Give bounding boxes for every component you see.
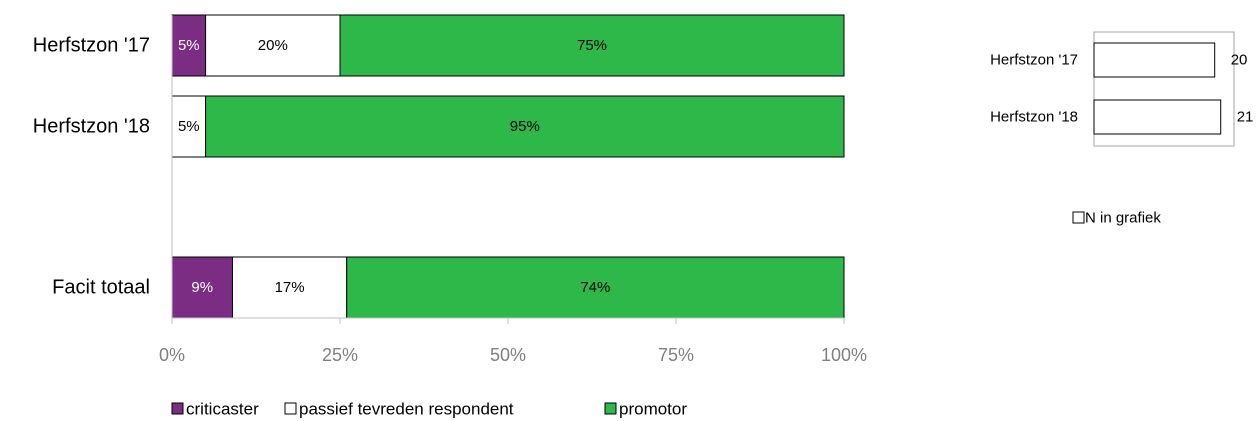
legend-label-criticaster: criticaster: [186, 400, 259, 419]
n-value-label-herfstzon-17: 20: [1231, 52, 1248, 69]
data-label-criticaster-facit-totaal: 9%: [191, 279, 213, 296]
data-label-passief-tevreden-respondent-herfstzon-17: 20%: [258, 37, 288, 54]
stacked-bar-chart: Herfstzon '17 Herfstzon '18 Facit totaal 5…: [33, 14, 867, 419]
n-chart-frame-rect: [1093, 31, 1235, 147]
x-axis: 0% 25% 50% 75% 100%: [159, 15, 867, 365]
n-category-label-herfstzon-18: Herfstzon '18: [990, 109, 1078, 126]
category-label-herfstzon-17: Herfstzon '17: [33, 35, 150, 57]
n-legend: N in grafiek: [1072, 210, 1161, 227]
bar-promotor-facit-totaal: [346, 256, 845, 319]
bar-criticaster-herfstzon-17: [171, 14, 207, 77]
data-label-promotor-facit-totaal: 74%: [580, 279, 610, 296]
bars: 5% 20% 75% 5% 95% 9% 17% 74%: [171, 14, 845, 319]
n-legend-swatch: [1072, 211, 1085, 224]
legend-label-promotor: promotor: [619, 400, 687, 419]
category-label-facit-totaal: Facit totaal: [52, 277, 150, 299]
category-labels: Herfstzon '17 Herfstzon '18 Facit totaal: [33, 35, 150, 299]
bar-promotor-herfstzon-17: [339, 14, 845, 77]
legend-label-passief-tevreden-respondent: passief tevreden respondent: [299, 400, 514, 419]
n-value-label-herfstzon-18: 21: [1237, 109, 1254, 126]
x-tick-label: 0%: [159, 345, 185, 365]
legend-swatch-passief-tevreden-respondent: [284, 402, 297, 415]
n-legend-label: N in grafiek: [1085, 210, 1161, 227]
legend: criticaster passief tevreden respondent pr…: [171, 400, 687, 419]
data-label-promotor-herfstzon-17: 75%: [577, 37, 607, 54]
x-tick-label: 100%: [821, 345, 867, 365]
x-tick-label: 25%: [322, 345, 358, 365]
legend-swatch-criticaster: [171, 402, 184, 415]
category-label-herfstzon-18: Herfstzon '18: [33, 116, 150, 138]
bar-passief-tevreden-respondent-herfstzon-17: [205, 14, 341, 77]
data-label-promotor-herfstzon-18: 95%: [510, 118, 540, 135]
x-tick-label: 75%: [658, 345, 694, 365]
n-bar-herfstzon-18: [1093, 99, 1222, 135]
data-label-passief-tevreden-respondent-facit-totaal: 17%: [275, 279, 305, 296]
n-count-chart: Herfstzon '17 20 Herfstzon '18 21 N in graf…: [990, 31, 1254, 227]
data-label-criticaster-herfstzon-17: 5%: [178, 37, 200, 54]
n-chart-frame: [1093, 31, 1235, 147]
n-bar-herfstzon-17: [1093, 42, 1216, 78]
n-bars: Herfstzon '17 20 Herfstzon '18 21: [990, 42, 1254, 135]
bar-promotor-herfstzon-18: [205, 95, 845, 158]
n-category-label-herfstzon-17: Herfstzon '17: [990, 52, 1078, 69]
data-label-passief-tevreden-respondent-herfstzon-18: 5%: [178, 118, 200, 135]
legend-swatch-promotor: [604, 402, 617, 415]
x-tick-label: 50%: [490, 345, 526, 365]
